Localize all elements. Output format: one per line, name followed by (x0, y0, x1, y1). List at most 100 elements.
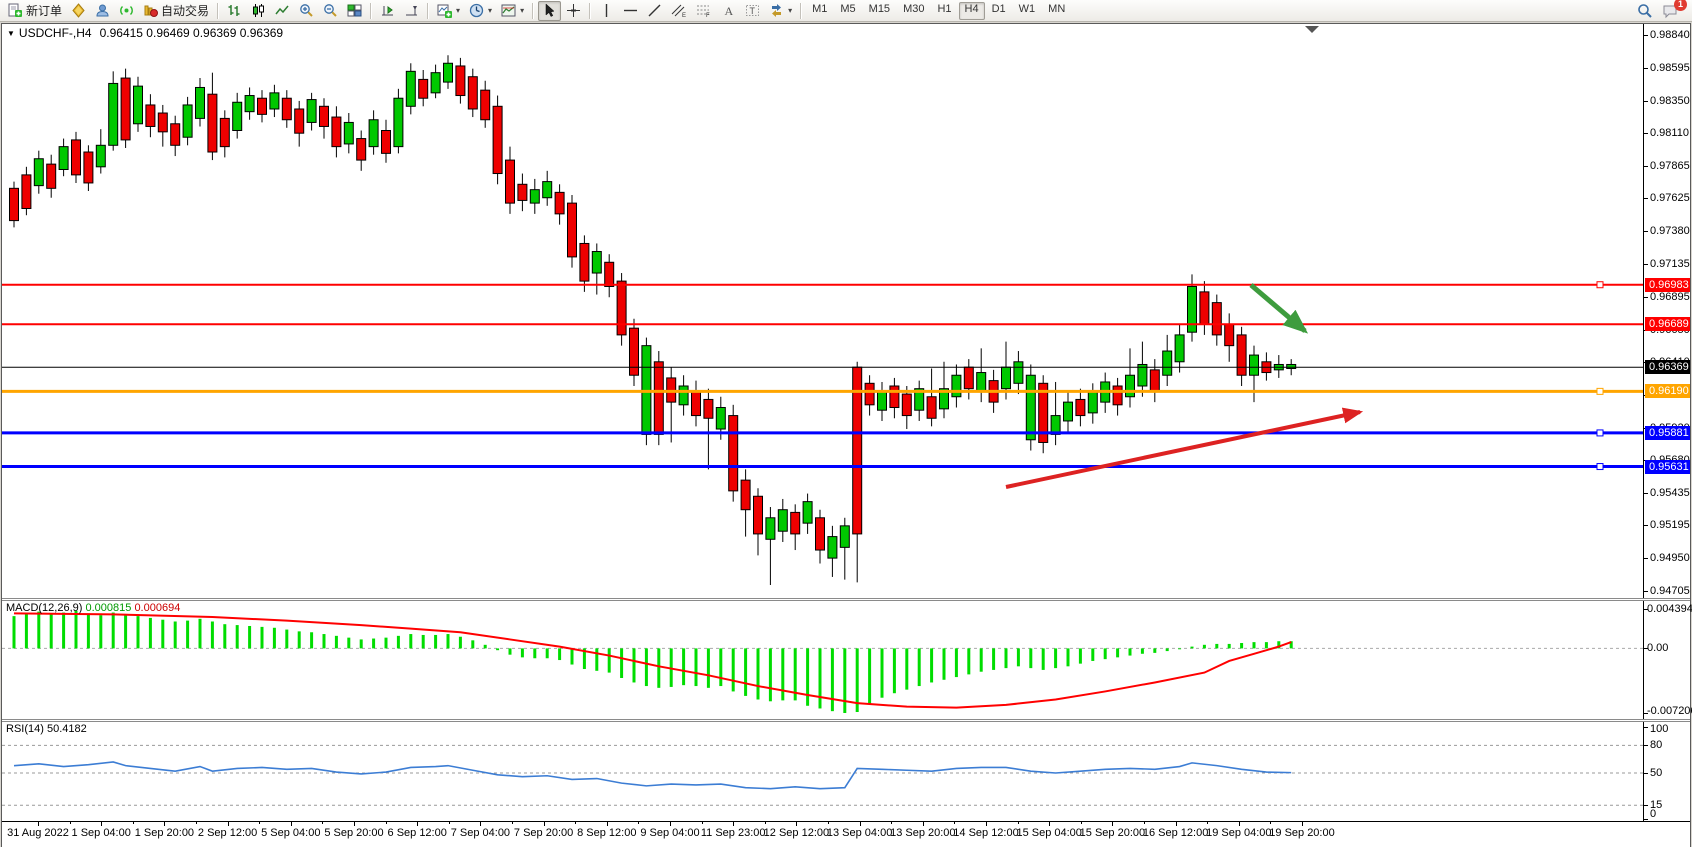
chart-shift-marker[interactable] (1305, 26, 1319, 33)
candlestick (430, 72, 441, 94)
candlestick (120, 77, 131, 141)
date-axis-subtick (385, 822, 387, 824)
period-button[interactable]: ▾ (465, 1, 496, 21)
metaeditor-button[interactable] (67, 1, 90, 21)
search-icon (1637, 3, 1653, 19)
candlestick (393, 97, 404, 148)
bar-chart-mode-button[interactable] (223, 1, 246, 21)
vertical-line-button[interactable] (595, 1, 618, 21)
horizontal-line-button[interactable] (619, 1, 642, 21)
bar-chart-mode-icon (227, 3, 242, 18)
rsi-canvas[interactable] (2, 722, 1645, 821)
price-tick (1644, 198, 1648, 200)
price-tick (1644, 133, 1648, 135)
price-tick-label: 0.97135 (1650, 258, 1690, 271)
new-order-button[interactable]: 新订单 (4, 1, 66, 21)
candlestick (926, 396, 937, 419)
pane-splitter[interactable] (2, 598, 1690, 601)
cursor-button[interactable] (538, 0, 562, 21)
timeframe-button-h1[interactable]: H1 (937, 2, 952, 15)
pane-splitter[interactable] (2, 719, 1690, 722)
chart-quotes-label: 0.96415 0.96469 0.96369 0.96369 (99, 26, 284, 40)
notifications-button[interactable]: 1 (1658, 0, 1687, 21)
date-axis-label: 1 Sep 04:00 (71, 827, 131, 839)
date-axis[interactable]: 31 Aug 2022 1 Sep 04:00 1 Sep 20:00 2 Sep 1… (2, 821, 1690, 847)
price-axis[interactable]: 0.98840 0.98595 0.98350 0.98110 0.97865 0.976… (1643, 24, 1690, 598)
timeframe-button-m5[interactable]: M5 (840, 2, 856, 15)
date-axis-tick (859, 822, 861, 826)
mql5-community-button[interactable] (91, 1, 114, 21)
hline-anchor[interactable] (1596, 429, 1604, 437)
candlestick (157, 112, 168, 133)
candlestick (455, 65, 466, 97)
chart-symbol-label: USDCHF-,H4 (18, 26, 92, 40)
up-trend-arrow[interactable] (1005, 407, 1364, 489)
price-tick (1644, 35, 1648, 37)
macd-axis[interactable]: 0.004394 0.00 -0.007206 (1643, 601, 1692, 719)
template-button[interactable]: ▾ (497, 1, 528, 21)
channel-button[interactable]: E (667, 1, 691, 21)
date-axis-label: 13 Sep 20:00 (890, 827, 956, 839)
rsi-axis[interactable]: 100 80 50 15 0 (1643, 722, 1690, 821)
dropdown-arrow-icon: ▾ (456, 6, 461, 15)
fibonacci-button[interactable]: F (692, 1, 716, 21)
autotrading-button[interactable]: 自动交易 (139, 1, 213, 21)
date-axis-tick (1112, 822, 1114, 826)
rsi-pane: RSI(14) 50.4182 100 80 50 15 0 (2, 722, 1690, 821)
date-axis-subtick (448, 822, 450, 824)
date-axis-label: 8 Sep 12:00 (577, 827, 637, 839)
timeframe-button-m30[interactable]: M30 (903, 2, 925, 15)
toolbar-separator (532, 2, 535, 19)
candlestick (604, 261, 615, 287)
price-tag-0.96983: 0.96983 (1645, 277, 1690, 292)
down-trend-arrow[interactable] (1249, 283, 1309, 334)
text-button[interactable]: A (717, 1, 740, 21)
dropdown-arrow-icon: ▾ (788, 6, 793, 15)
macd-tick (1644, 648, 1648, 650)
date-axis-subtick (1207, 822, 1209, 824)
zoom-in-button[interactable] (295, 1, 318, 21)
svg-text:E: E (682, 13, 686, 18)
candlestick (1187, 285, 1197, 333)
candle-chart-mode-button[interactable] (247, 1, 270, 21)
candlestick (939, 388, 949, 410)
new-order-label: 新订单 (26, 4, 63, 18)
crosshair-button[interactable] (562, 1, 585, 21)
candlestick (827, 536, 838, 559)
chart-menu-icon[interactable]: ▼ (7, 29, 15, 38)
candlestick (740, 479, 751, 511)
trendline-button[interactable] (643, 1, 666, 21)
timeframe-button-w1[interactable]: W1 (1018, 2, 1036, 15)
hline-anchor[interactable] (1596, 387, 1604, 395)
macd-canvas[interactable] (2, 601, 1645, 719)
line-chart-mode-button[interactable] (271, 1, 294, 21)
date-axis-tick (1238, 822, 1240, 826)
label-button[interactable]: T (741, 1, 764, 21)
price-tick-label: 0.94950 (1650, 552, 1690, 565)
add-indicator-button[interactable]: ▾ (433, 1, 464, 21)
hline-anchor[interactable] (1596, 463, 1604, 471)
signals-button[interactable] (115, 1, 138, 21)
zoom-out-button[interactable] (319, 1, 342, 21)
hline-anchor[interactable] (1596, 281, 1604, 289)
price-chart-canvas[interactable] (2, 24, 1645, 598)
candlestick (889, 385, 900, 409)
autoscroll-button[interactable] (400, 1, 423, 21)
tile-windows-button[interactable] (343, 1, 366, 21)
shift-chart-button[interactable] (376, 1, 399, 21)
rsi-tick (1644, 727, 1648, 728)
timeframe-button-d1[interactable]: D1 (991, 2, 1006, 15)
search-button[interactable] (1633, 1, 1657, 21)
price-tag-0.96689: 0.96689 (1645, 317, 1690, 332)
timeframe-button-h4[interactable]: H4 (958, 1, 985, 20)
candlestick (33, 158, 44, 187)
shapes-button[interactable]: ▾ (765, 1, 796, 21)
autotrading-label: 自动交易 (161, 4, 210, 18)
timeframe-button-m15[interactable]: M15 (868, 2, 891, 15)
toolbar-separator (589, 2, 592, 19)
price-tick (1644, 525, 1648, 527)
price-tick-label: 0.97865 (1650, 160, 1690, 173)
date-axis-subtick (1017, 822, 1019, 824)
timeframe-button-mn[interactable]: MN (1048, 2, 1066, 15)
timeframe-button-m1[interactable]: M1 (812, 2, 828, 15)
